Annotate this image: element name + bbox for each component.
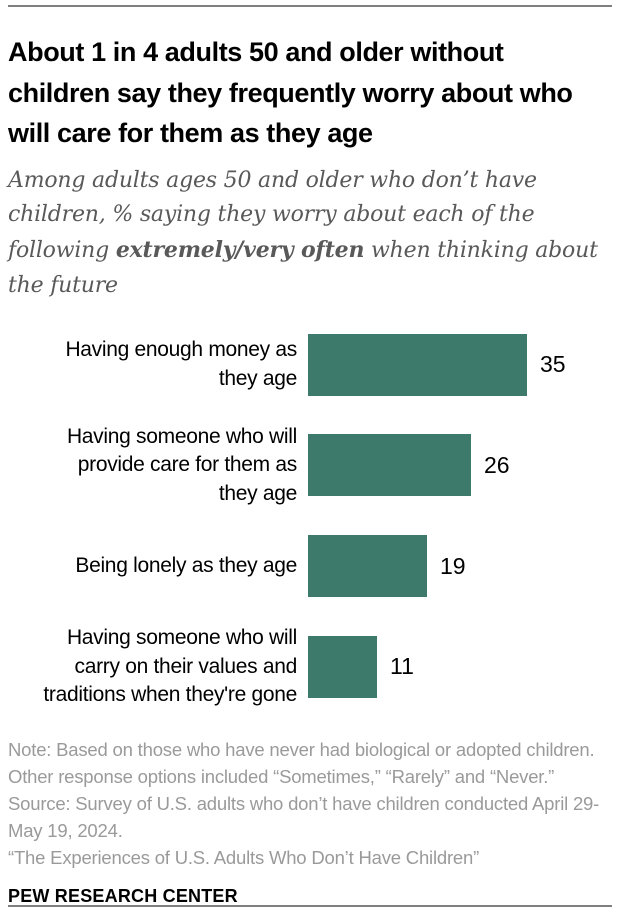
bar-row: Having someone who will provide care for…	[8, 423, 612, 509]
bottom-rule	[8, 905, 612, 907]
subtitle-emphasis: extremely/very often	[115, 237, 365, 263]
chart-title: About 1 in 4 adults 50 and older without…	[8, 37, 573, 148]
chart-subtitle: Among adults ages 50 and older who don’t…	[8, 164, 612, 304]
value-label: 35	[540, 351, 566, 377]
category-label: Being lonely as they age	[75, 553, 297, 577]
note-text: Note: Based on those who have never had …	[8, 738, 595, 787]
bar-chart: Having enough money as they age 35 Havin…	[8, 333, 612, 710]
bar	[308, 535, 427, 598]
bar-row: Having someone who will carry on their v…	[8, 624, 612, 710]
subtitle-text: Among adults ages 50 and older who don’t…	[8, 167, 537, 264]
report-title: “The Experiences of U.S. Adults Who Don’…	[8, 846, 480, 868]
source-text: Source: Survey of U.S. adults who don’t …	[8, 792, 600, 841]
bar	[308, 434, 471, 497]
subtitle-text-cont: when thinking about the future	[8, 238, 598, 298]
bar	[308, 333, 527, 396]
top-rule	[8, 5, 612, 7]
bar	[308, 635, 377, 698]
chart-notes: Note: Based on those who have never had …	[8, 736, 604, 871]
category-label: Having enough money as they age	[65, 337, 297, 390]
value-label: 19	[440, 552, 466, 579]
category-label: Having someone who will carry on their v…	[43, 626, 297, 707]
bar-row: Having enough money as they age 35	[8, 333, 612, 396]
value-label: 26	[484, 451, 510, 478]
pew-research-center-wordmark: PEW RESEARCH CENTER	[8, 885, 238, 906]
bar-row: Being lonely as they age 19	[8, 535, 612, 598]
value-label: 11	[390, 653, 414, 680]
category-label: Having someone who will provide care for…	[66, 424, 297, 505]
